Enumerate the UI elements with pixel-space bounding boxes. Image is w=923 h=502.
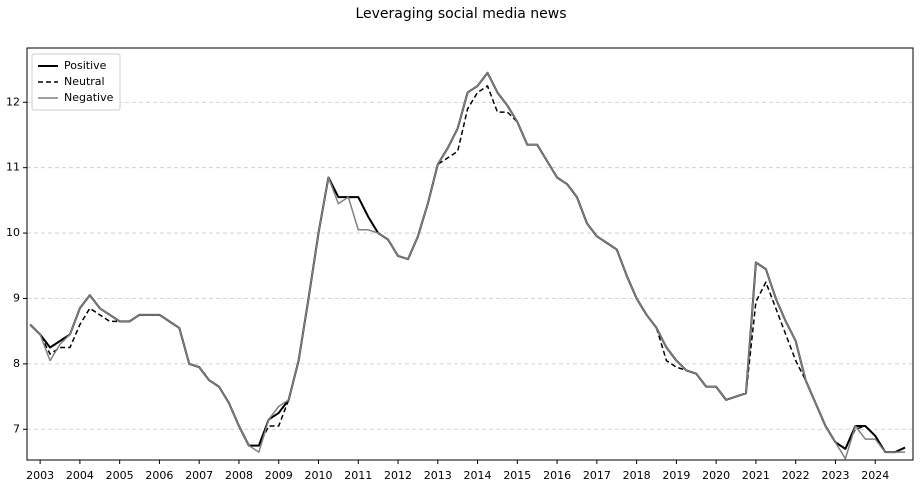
legend-label: Positive [64,59,107,72]
y-tick-label: 10 [6,226,20,239]
y-tick-label: 8 [13,357,20,370]
y-tick-label: 11 [6,161,20,174]
line-series [29,72,906,460]
x-tick-label: 2018 [623,469,651,482]
x-tick-label: 2020 [702,469,730,482]
line-series [29,85,906,453]
y-tick-label: 7 [13,422,20,435]
x-tick-label: 2007 [185,469,213,482]
x-tick-label: 2023 [821,469,849,482]
chart-title: Leveraging social media news [355,6,566,22]
x-tick-label: 2005 [106,469,134,482]
x-tick-label: 2004 [66,469,94,482]
x-tick-label: 2014 [464,469,492,482]
x-tick-label: 2015 [503,469,531,482]
x-tick-label: 2003 [26,469,54,482]
plot-frame [26,47,914,461]
legend-label: Neutral [64,75,105,88]
y-tick-label: 12 [6,95,20,108]
x-tick-label: 2016 [543,469,571,482]
legend-label: Negative [64,91,114,104]
x-tick-label: 2013 [424,469,452,482]
x-tick-label: 2012 [384,469,412,482]
x-tick-label: 2017 [583,469,611,482]
x-tick-label: 2011 [344,469,372,482]
x-tick-label: 2024 [861,469,889,482]
legend: Positive Neutral Negative [31,53,121,111]
x-tick-label: 2009 [265,469,293,482]
x-tick-label: 2010 [304,469,332,482]
legend-box [31,53,121,111]
y-tick-label: 9 [13,291,20,304]
x-tick-label: 2022 [782,469,810,482]
x-tick-label: 2021 [742,469,770,482]
x-tick-label: 2008 [225,469,253,482]
x-tick-label: 2006 [145,469,173,482]
line-series [29,71,906,454]
x-tick-label: 2019 [662,469,690,482]
